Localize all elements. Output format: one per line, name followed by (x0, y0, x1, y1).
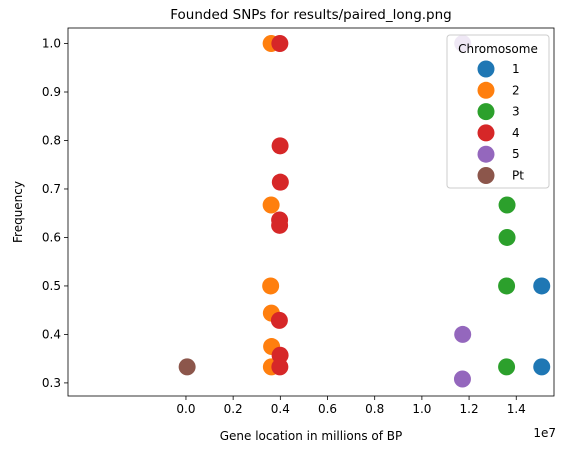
data-point-chr-1 (533, 358, 551, 376)
y-axis-label: Frequency (11, 181, 25, 243)
y-tick-label: 1.0 (42, 37, 61, 51)
data-point-chr-4 (271, 173, 289, 191)
legend-marker (477, 124, 495, 142)
data-point-chr-4 (271, 358, 289, 376)
y-tick-label: 0.4 (42, 327, 61, 341)
legend-marker (477, 167, 495, 184)
legend-label: 2 (512, 83, 520, 97)
x-tick-label: 0.4 (271, 402, 290, 416)
data-point-chr-4 (271, 137, 289, 155)
legend: Chromosome 1 2 3 4 5 Pt (446, 34, 550, 189)
legend-label: 3 (512, 105, 520, 119)
data-point-chr-1 (533, 277, 551, 295)
data-point-chr-3 (498, 228, 516, 246)
legend-label: Pt (512, 169, 524, 183)
plot-frame (67, 27, 555, 397)
data-point-chr-2 (262, 196, 280, 214)
x-axis-label: Gene location in millions of BP (220, 429, 403, 443)
data-point-chr-3 (498, 358, 516, 376)
legend-title: Chromosome (458, 42, 538, 56)
data-point-chr-2 (262, 277, 280, 295)
x-tick-label: 0.6 (318, 402, 337, 416)
legend-marker (477, 81, 495, 99)
data-point-chr-5 (453, 370, 471, 388)
legend-marker (477, 60, 495, 78)
data-point-chr-5 (454, 325, 472, 343)
data-point-chr-3 (498, 196, 516, 214)
legend-frame (446, 34, 550, 189)
y-tick-label: 0.6 (42, 230, 61, 244)
x-tick-label: 0.2 (224, 402, 243, 416)
legend-marker (477, 145, 495, 163)
plot-area (178, 35, 551, 388)
y-tick-label: 0.5 (42, 279, 61, 293)
data-point-chr-4 (271, 35, 289, 53)
legend-marker (477, 103, 495, 121)
x-tick-label: 0.8 (365, 402, 384, 416)
legend-label: 1 (512, 62, 520, 76)
y-axis: 0.3 0.4 0.5 0.6 0.7 0.8 0.9 1.0 (42, 37, 68, 390)
y-tick-label: 0.3 (42, 376, 61, 390)
data-point-chr-4 (271, 216, 289, 234)
y-tick-label: 0.9 (42, 85, 61, 99)
x-tick-label: 0.0 (176, 402, 195, 416)
x-axis: 0.0 0.2 0.4 0.6 0.8 1.0 1.2 1.4 (176, 396, 526, 416)
data-point-chr-4 (270, 311, 288, 329)
legend-label: 5 (512, 147, 520, 161)
x-axis-offset-label: 1e7 (533, 426, 556, 440)
y-tick-label: 0.8 (42, 133, 61, 147)
y-tick-label: 0.7 (42, 182, 61, 196)
chart-title: Founded SNPs for results/paired_long.png (170, 7, 452, 23)
x-tick-label: 1.4 (507, 402, 526, 416)
legend-label: 4 (512, 126, 520, 140)
data-point-chr-pt (178, 358, 196, 376)
data-point-chr-3 (498, 277, 516, 295)
x-tick-label: 1.0 (412, 402, 431, 416)
x-tick-label: 1.2 (460, 402, 479, 416)
